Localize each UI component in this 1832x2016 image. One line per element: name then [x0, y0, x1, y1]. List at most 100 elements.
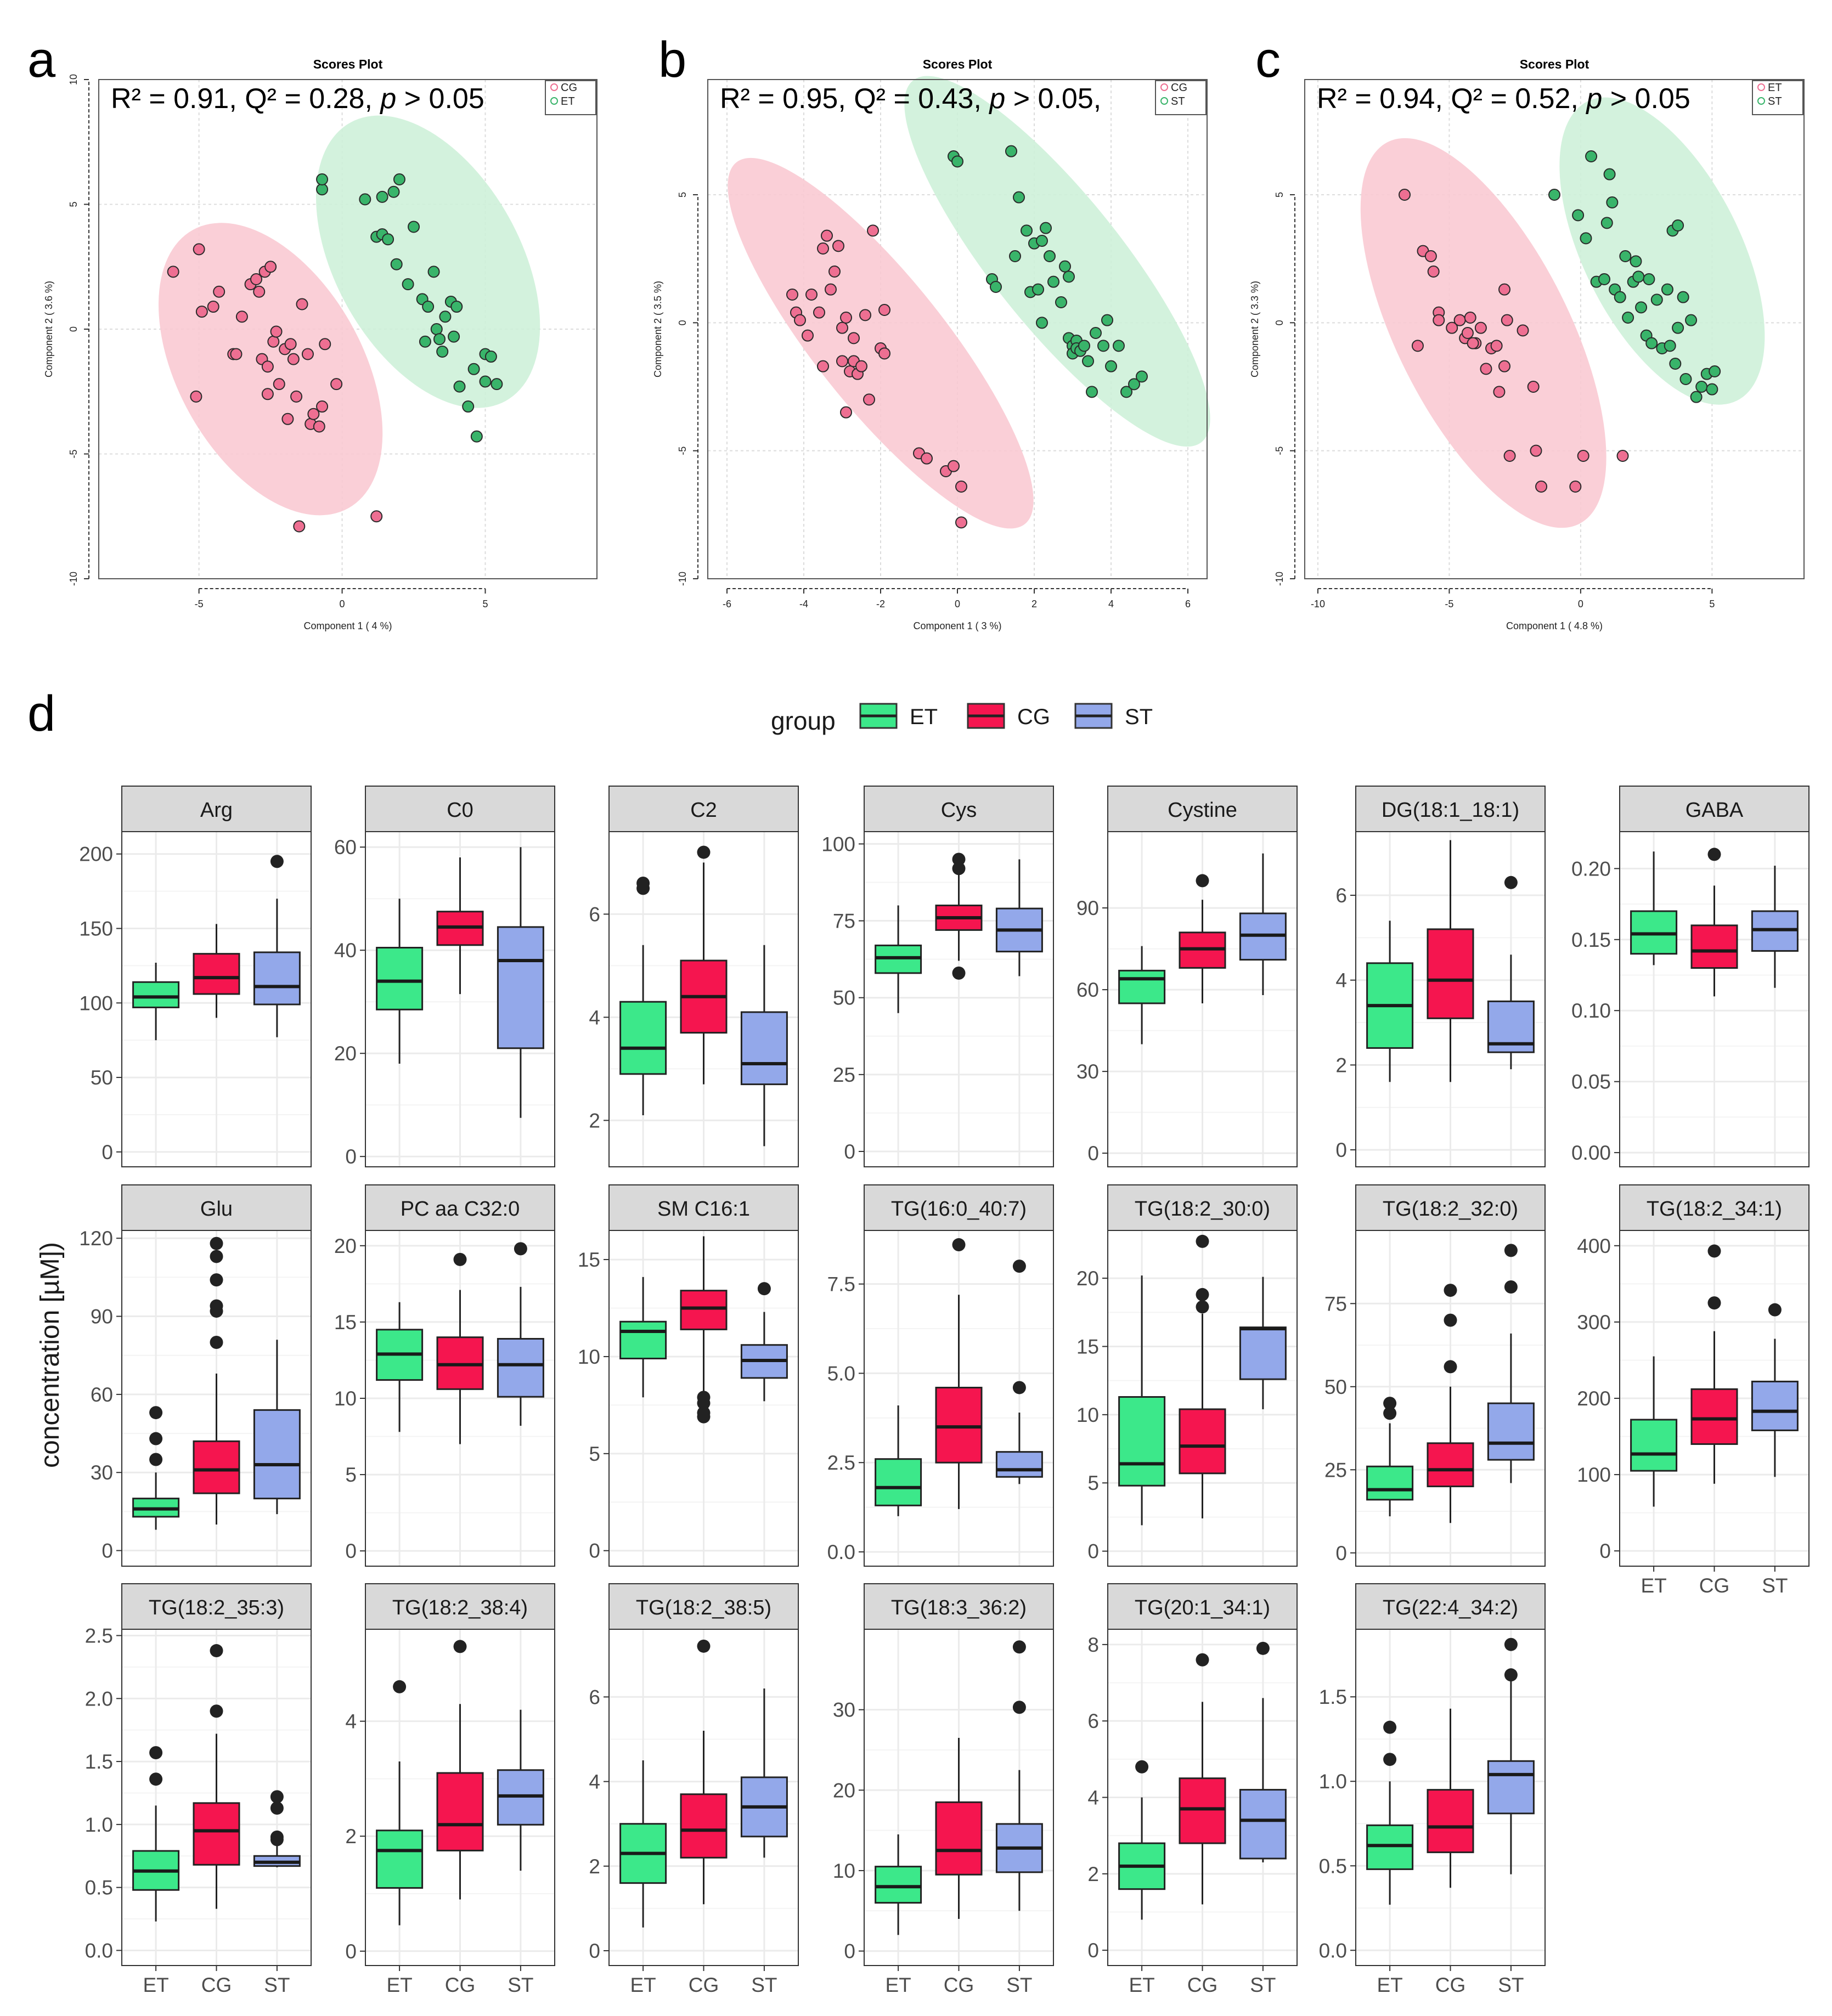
- score-point-cg: [287, 353, 300, 365]
- outlier-point-st: [1504, 1280, 1518, 1294]
- scores-plot-c: c Scores Plot -10 -5 0 5 Component 1 ( 4.8 %) -…: [1249, 32, 1805, 631]
- score-point-st: [1679, 373, 1692, 385]
- facet-strip: [365, 786, 555, 832]
- y-tick-label: 90: [1076, 897, 1099, 919]
- score-point-st: [1040, 222, 1052, 234]
- y-tick-label: 40: [334, 939, 357, 962]
- facet-pc-aa-c32-0: PC aa C32:0 0 5 10 15 20: [334, 1184, 555, 1567]
- score-point-cg: [867, 224, 879, 237]
- score-point-st: [1548, 189, 1560, 201]
- x-tick-label: 5: [482, 598, 488, 609]
- y-tick-label: 2: [1335, 1054, 1347, 1076]
- panel-border: [864, 1230, 1054, 1567]
- outlier-point-st: [514, 1242, 527, 1256]
- x-tick-label: 0: [955, 598, 960, 609]
- box-et: [1118, 1396, 1166, 1487]
- score-point-et: [402, 278, 414, 291]
- score-point-cg: [836, 321, 848, 334]
- score-point-et: [448, 330, 460, 343]
- outlier-point-et: [636, 877, 650, 890]
- outlier-point-cg: [952, 862, 966, 876]
- x-tick-label: ET: [1129, 1974, 1154, 1996]
- score-point-et: [1503, 450, 1516, 462]
- y-tick-label: 200: [79, 843, 113, 866]
- score-point-et: [1467, 337, 1479, 349]
- facet-strip: [1355, 786, 1546, 832]
- y-tick-label: 90: [91, 1306, 113, 1328]
- score-point-st: [1709, 365, 1721, 377]
- y-tick-label: 20: [833, 1779, 855, 1802]
- score-point-st: [1664, 340, 1676, 352]
- score-point-et: [390, 258, 403, 270]
- score-point-et: [462, 400, 475, 413]
- score-point-et: [387, 185, 400, 198]
- score-point-cg: [281, 413, 294, 425]
- plot-title: Scores Plot: [313, 57, 383, 71]
- y-tick-label: 4: [589, 1006, 600, 1029]
- score-point-st: [1685, 314, 1698, 326]
- y-tick-label: 4: [1087, 1787, 1099, 1809]
- box-et: [875, 1458, 922, 1506]
- facet-title: SM C16:1: [657, 1198, 750, 1221]
- score-point-cg: [859, 309, 871, 321]
- box-et: [1366, 1824, 1414, 1870]
- score-point-st: [1580, 232, 1592, 245]
- score-point-cg: [848, 332, 860, 345]
- box-et: [376, 1829, 424, 1889]
- box-st: [253, 951, 301, 1006]
- score-point-st: [1635, 301, 1648, 314]
- x-tick-label: ST: [1498, 1974, 1524, 1996]
- facet-strip: [1107, 1184, 1298, 1231]
- score-point-st: [1630, 255, 1642, 268]
- box-cg: [680, 1793, 728, 1859]
- score-point-et: [316, 183, 329, 196]
- score-point-et: [376, 190, 388, 203]
- box-st: [1751, 1380, 1799, 1431]
- facet-dg-18-1-18-1-: DG(18:1_18:1) 0 2 4 6: [1335, 786, 1546, 1167]
- x-tick-label: ET: [143, 1974, 168, 1996]
- score-point-st: [1078, 340, 1090, 352]
- score-point-et: [470, 430, 483, 443]
- y-tick-label: 25: [1324, 1459, 1347, 1481]
- plot-frame: [98, 79, 597, 579]
- score-point-et: [1424, 250, 1437, 262]
- facet-tg-18-2-38-4-: TG(18:2_38:4) 0 2 4 ET CG ST: [345, 1583, 555, 1996]
- outlier-point-st: [1012, 1701, 1026, 1714]
- score-point-et: [1474, 321, 1487, 334]
- x-tick-label: ST: [1006, 1974, 1032, 1996]
- score-point-et: [359, 193, 371, 206]
- facet-c0: C0 0 20 40 60: [334, 786, 555, 1168]
- legend-marker-cg: [1160, 83, 1168, 91]
- legend-label-cg: CG: [1171, 82, 1187, 94]
- box-cg: [1427, 1442, 1474, 1488]
- score-point-cg: [267, 335, 280, 348]
- score-point-st: [990, 281, 1002, 293]
- outlier-point-st: [1012, 1381, 1026, 1394]
- stats-text: R² = 0.91, Q² = 0.28,: [111, 83, 380, 115]
- x-axis-title: Component 1 ( 3 %): [913, 620, 1001, 631]
- outlier-point-cg: [1196, 1300, 1209, 1314]
- y-tick-label: -10: [68, 572, 79, 586]
- legend-label-st: ST: [1171, 95, 1185, 108]
- y-tick-label: 400: [1577, 1235, 1611, 1257]
- y-tick-label: 0.5: [85, 1877, 113, 1899]
- score-point-st: [1097, 340, 1109, 352]
- facet-arg: Arg 0 50 100 150 200: [79, 786, 312, 1167]
- legend-label-et: ET: [910, 705, 938, 729]
- score-point-cg: [921, 452, 933, 465]
- facet-glu: Glu 0 30 60 90 120: [79, 1184, 312, 1567]
- box-st: [1487, 1402, 1535, 1461]
- y-tick-label: 0: [1274, 320, 1285, 325]
- score-point-st: [1603, 168, 1616, 180]
- y-tick-label: 100: [1577, 1464, 1611, 1486]
- y-axis-title: Component 2 ( 3.6 %): [43, 281, 54, 377]
- outlier-point-cg: [1196, 874, 1209, 888]
- score-point-cg: [840, 406, 852, 419]
- facet-strip: [864, 786, 1054, 832]
- box-et: [1118, 969, 1166, 1004]
- facet-title: Arg: [200, 799, 233, 822]
- y-tick-label: 20: [334, 1235, 357, 1257]
- score-point-st: [1090, 327, 1102, 339]
- score-point-cg: [195, 306, 208, 318]
